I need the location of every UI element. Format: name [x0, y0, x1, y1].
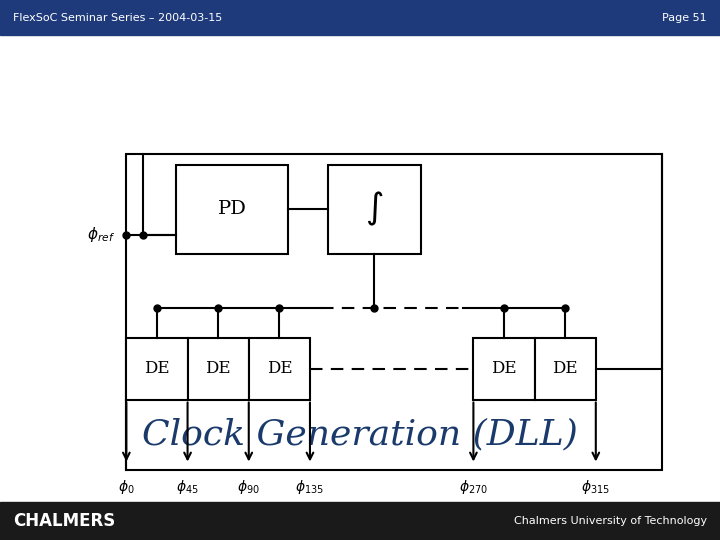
Text: FlexSoC Seminar Series – 2004-03-15: FlexSoC Seminar Series – 2004-03-15	[13, 12, 222, 23]
Text: $\phi_0$: $\phi_0$	[118, 478, 135, 496]
Bar	[0, 502, 720, 540]
Text: $\phi_{135}$: $\phi_{135}$	[295, 478, 325, 496]
Bar	[127, 338, 187, 400]
Text: Chalmers University of Technology: Chalmers University of Technology	[514, 516, 707, 526]
Bar	[534, 338, 596, 400]
Text: PD: PD	[217, 200, 247, 218]
Text: $\phi_{ref}$: $\phi_{ref}$	[87, 225, 115, 245]
Bar	[328, 165, 421, 254]
Text: DE: DE	[491, 360, 517, 377]
Bar	[187, 338, 249, 400]
Text: $\phi_{90}$: $\phi_{90}$	[238, 478, 260, 496]
Bar	[0, 0, 720, 35]
Text: DE: DE	[266, 360, 292, 377]
Bar	[474, 338, 534, 400]
Bar	[126, 154, 662, 470]
Text: CHALMERS: CHALMERS	[13, 512, 115, 530]
Text: $\phi_{270}$: $\phi_{270}$	[459, 478, 488, 496]
Bar	[176, 165, 288, 254]
Text: $\phi_{45}$: $\phi_{45}$	[176, 478, 199, 496]
Text: Page 51: Page 51	[662, 12, 707, 23]
Text: $\int$: $\int$	[365, 190, 384, 228]
Text: Clock Generation (DLL): Clock Generation (DLL)	[142, 418, 578, 451]
Text: DE: DE	[205, 360, 231, 377]
Text: DE: DE	[552, 360, 578, 377]
Text: $\phi_{315}$: $\phi_{315}$	[581, 478, 611, 496]
Bar	[249, 338, 310, 400]
Text: DE: DE	[144, 360, 170, 377]
